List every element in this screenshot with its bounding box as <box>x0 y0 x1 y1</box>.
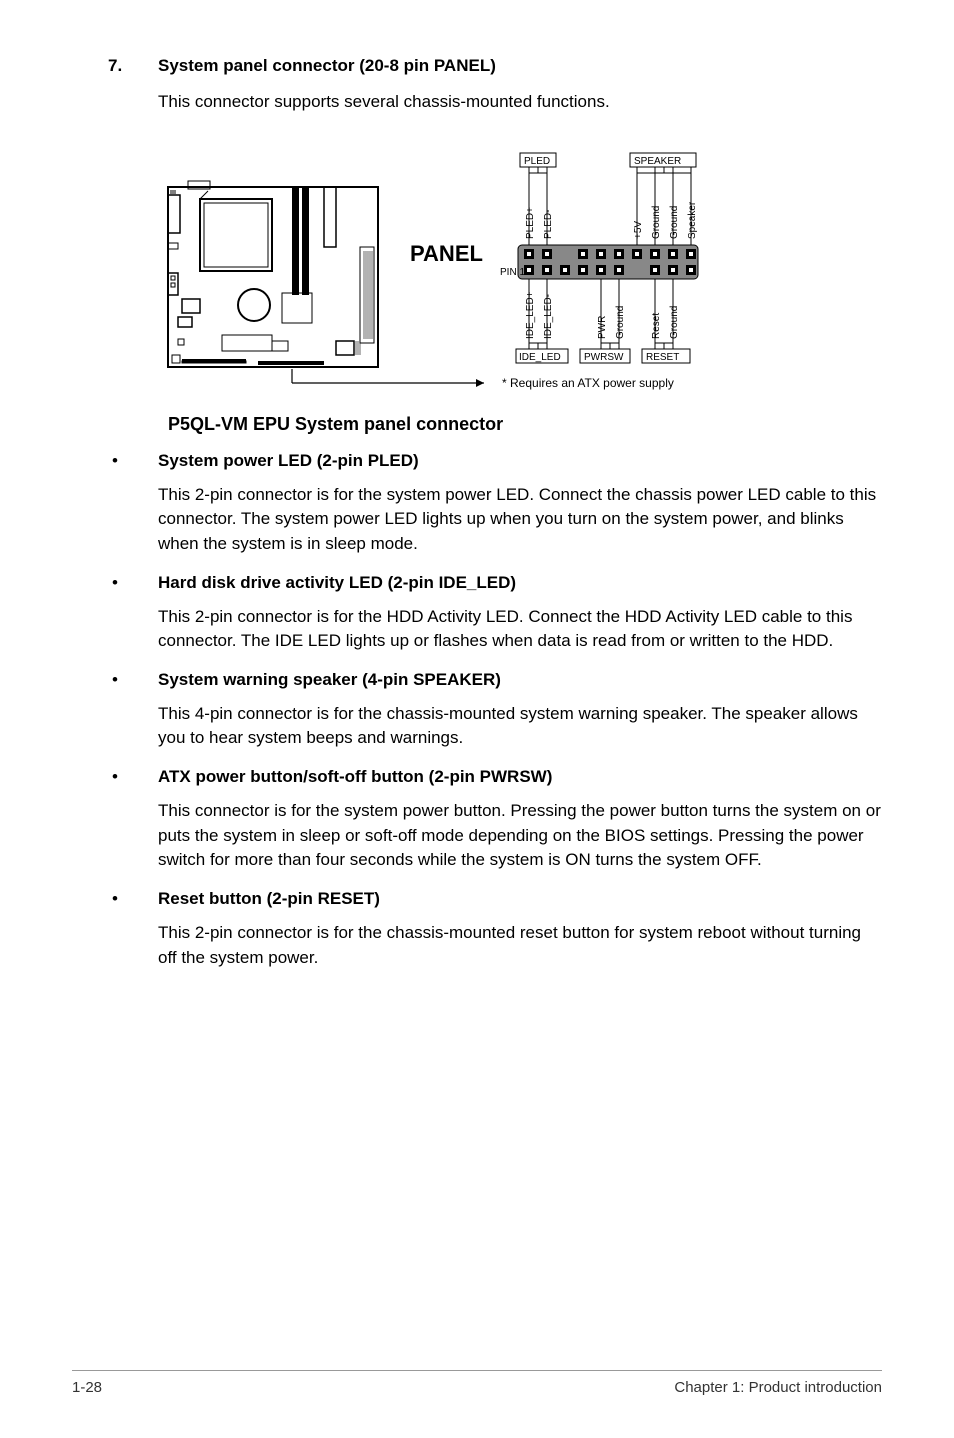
panel-label: PANEL <box>410 241 483 266</box>
bullet-body: This 2-pin connector is for the chassis-… <box>158 921 882 970</box>
bullet-dot: • <box>108 670 158 690</box>
section-title: System panel connector (20-8 pin PANEL) <box>158 56 496 76</box>
section-heading: 7. System panel connector (20-8 pin PANE… <box>108 56 882 76</box>
bullet-item: • System warning speaker (4-pin SPEAKER) <box>108 670 882 690</box>
content-area: 7. System panel connector (20-8 pin PANE… <box>72 56 882 970</box>
bottom-label-boxes: IDE_LED PWRSW RESET <box>516 349 690 363</box>
bullet-body: This connector is for the system power b… <box>158 799 882 873</box>
svg-text:Ground: Ground <box>669 305 680 338</box>
footer-page-number: 1-28 <box>72 1379 102 1396</box>
bullet-body: This 2-pin connector is for the HDD Acti… <box>158 605 882 654</box>
svg-text:+5V: +5V <box>633 220 644 238</box>
bottom-pin-labels: IDE_LED+ IDE_LED- PWR Ground Reset Groun… <box>525 291 680 339</box>
section-number: 7. <box>108 56 158 76</box>
bullet-title: Hard disk drive activity LED (2-pin IDE_… <box>158 573 516 593</box>
panel-diagram: PANEL * Requires an ATX power supply <box>164 143 882 435</box>
svg-text:IDE_LED-: IDE_LED- <box>543 294 554 339</box>
bullet-title: Reset button (2-pin RESET) <box>158 889 380 909</box>
svg-text:Reset: Reset <box>651 312 662 338</box>
pin-block <box>518 245 698 279</box>
svg-text:PWR: PWR <box>597 315 608 338</box>
svg-text:RESET: RESET <box>646 352 679 363</box>
bullet-item: • Hard disk drive activity LED (2-pin ID… <box>108 573 882 593</box>
svg-text:SPEAKER: SPEAKER <box>634 156 681 167</box>
bullet-item: • ATX power button/soft-off button (2-pi… <box>108 767 882 787</box>
bullet-dot: • <box>108 889 158 909</box>
section-intro: This connector supports several chassis-… <box>158 90 882 115</box>
svg-text:IDE_LED+: IDE_LED+ <box>525 291 536 339</box>
requires-text: * Requires an ATX power supply <box>502 376 674 390</box>
bullet-item: • System power LED (2-pin PLED) <box>108 451 882 471</box>
top-label-boxes: PLED SPEAKER <box>520 153 696 167</box>
svg-text:Ground: Ground <box>669 205 680 238</box>
svg-text:Ground: Ground <box>615 305 626 338</box>
bullet-title: ATX power button/soft-off button (2-pin … <box>158 767 552 787</box>
page-footer: 1-28 Chapter 1: Product introduction <box>72 1370 882 1396</box>
bullet-body: This 2-pin connector is for the system p… <box>158 483 882 557</box>
bullet-title: System warning speaker (4-pin SPEAKER) <box>158 670 501 690</box>
bullet-dot: • <box>108 767 158 787</box>
svg-text:Speaker: Speaker <box>687 201 698 239</box>
svg-text:PLED-: PLED- <box>543 209 554 238</box>
motherboard-icon <box>168 181 484 387</box>
svg-text:Ground: Ground <box>651 205 662 238</box>
top-pin-labels: PLED+ PLED- +5V Ground Ground Speaker <box>525 201 698 239</box>
footer-chapter: Chapter 1: Product introduction <box>674 1379 882 1396</box>
svg-text:PLED+: PLED+ <box>525 207 536 239</box>
pin1-label: PIN 1 <box>500 267 525 278</box>
bullet-body: This 4-pin connector is for the chassis-… <box>158 702 882 751</box>
bullet-dot: • <box>108 573 158 593</box>
bullet-dot: • <box>108 451 158 471</box>
bullet-item: • Reset button (2-pin RESET) <box>108 889 882 909</box>
svg-text:PWRSW: PWRSW <box>584 352 624 363</box>
diagram-caption: P5QL-VM EPU System panel connector <box>168 414 882 435</box>
svg-text:IDE_LED: IDE_LED <box>519 352 561 363</box>
bullet-title: System power LED (2-pin PLED) <box>158 451 419 471</box>
svg-text:PLED: PLED <box>524 156 550 167</box>
